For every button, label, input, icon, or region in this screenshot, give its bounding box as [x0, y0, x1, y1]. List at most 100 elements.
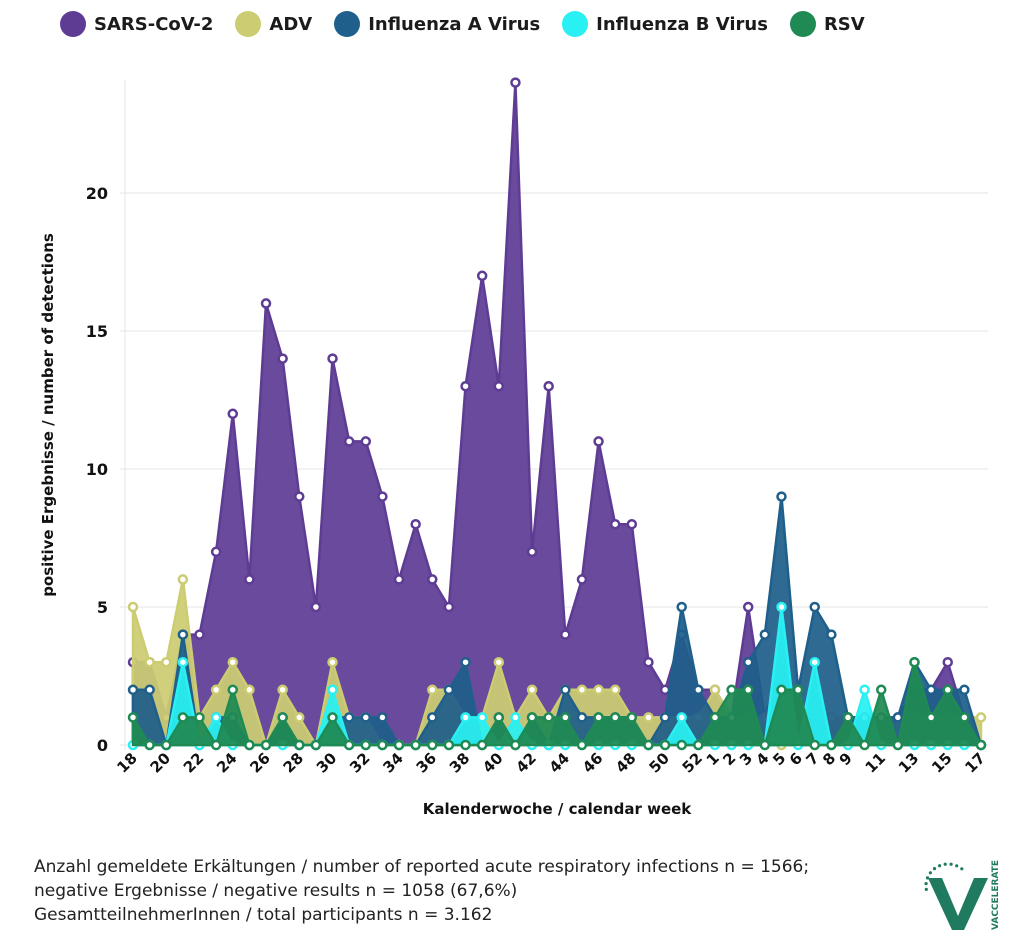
x-tick-label: 30	[313, 749, 340, 776]
data-point-sars-cov-2	[294, 491, 305, 502]
data-point-rsv	[427, 739, 438, 751]
data-point-rsv	[443, 739, 455, 751]
data-point-influenza-b-virus	[510, 712, 521, 723]
logo-star	[943, 862, 947, 866]
x-tick-label: 40	[479, 749, 506, 776]
data-point-rsv	[543, 712, 554, 723]
data-point-rsv	[826, 739, 837, 751]
legend-label-adv: ADV	[269, 13, 313, 35]
data-point-sars-cov-2	[510, 77, 521, 88]
legend-item-adv[interactable]: ADV	[235, 11, 312, 37]
x-tick-label: 52	[679, 749, 706, 776]
data-point-rsv	[460, 739, 471, 751]
data-point-rsv	[909, 656, 920, 668]
legend-item-rsv[interactable]: RSV	[789, 11, 865, 37]
legend-item-influenza-a-virus[interactable]: Influenza A Virus	[334, 11, 540, 37]
x-tick-label: 34	[379, 749, 406, 776]
footer-line-reported: Anzahl gemeldete Erkältungen / number of…	[34, 857, 810, 877]
data-point-rsv	[859, 739, 870, 751]
data-point-rsv	[975, 739, 987, 751]
x-axis-label: Kalenderwoche / calendar week	[422, 800, 692, 818]
legend-item-influenza-b-virus[interactable]: Influenza B Virus	[562, 11, 768, 37]
data-point-adv	[144, 656, 155, 668]
data-point-sars-cov-2	[560, 629, 571, 640]
chart-legend: SARS-CoV-2 ADV Influenza A Virus Influenza …	[60, 6, 865, 42]
logo-star	[924, 882, 928, 886]
data-point-rsv	[676, 739, 687, 751]
data-point-sars-cov-2	[643, 656, 654, 668]
vaccelerate-logo: VACCELERATE	[924, 860, 1001, 930]
legend-swatch-adv	[235, 11, 262, 37]
logo-star	[938, 864, 942, 868]
data-point-influenza-a-virus	[759, 629, 771, 640]
data-point-adv	[975, 712, 987, 723]
data-point-rsv	[693, 739, 704, 751]
data-point-influenza-b-virus	[809, 656, 820, 668]
data-point-sars-cov-2	[277, 353, 288, 364]
x-tick-label: 11	[862, 749, 889, 776]
data-point-influenza-b-virus	[776, 601, 787, 613]
x-tick-label: 46	[579, 749, 606, 776]
data-point-influenza-a-virus	[776, 491, 787, 502]
data-point-rsv	[892, 739, 904, 751]
logo-star	[955, 864, 959, 868]
data-point-rsv	[294, 739, 305, 751]
series-areas	[127, 77, 987, 751]
data-point-influenza-a-virus	[809, 601, 820, 613]
data-point-rsv	[343, 739, 355, 751]
logo-star	[928, 871, 932, 875]
x-tick-label: 5	[769, 749, 789, 769]
data-point-influenza-b-virus	[177, 656, 189, 668]
data-point-sars-cov-2	[227, 408, 239, 420]
data-point-rsv	[576, 739, 588, 751]
legend-label-influenza-b-virus: Influenza B Virus	[596, 13, 768, 35]
data-point-adv	[127, 601, 139, 613]
data-point-rsv	[759, 739, 771, 751]
data-point-rsv	[476, 739, 488, 751]
data-point-sars-cov-2	[593, 436, 604, 447]
logo-star	[949, 862, 953, 866]
data-point-adv	[526, 684, 538, 696]
data-point-rsv	[194, 712, 205, 723]
data-point-rsv	[510, 739, 521, 751]
data-point-sars-cov-2	[360, 436, 372, 447]
data-point-adv	[227, 656, 239, 668]
data-point-influenza-a-virus	[460, 656, 471, 668]
data-point-rsv	[310, 739, 322, 751]
data-point-rsv	[493, 712, 505, 723]
data-point-influenza-a-virus	[360, 712, 372, 723]
series-rsv	[127, 656, 987, 751]
data-point-rsv	[709, 712, 721, 723]
x-tick-label: 13	[895, 749, 922, 776]
data-point-adv	[709, 684, 721, 696]
legend-label-influenza-a-virus: Influenza A Virus	[368, 13, 541, 35]
data-point-sars-cov-2	[942, 656, 953, 668]
data-point-rsv	[626, 712, 638, 723]
data-point-rsv	[776, 684, 787, 696]
data-point-influenza-a-virus	[560, 684, 571, 696]
data-point-sars-cov-2	[410, 518, 421, 530]
data-point-adv	[277, 684, 288, 696]
data-point-rsv	[393, 739, 405, 751]
x-tick-label: 44	[546, 749, 573, 776]
legend-item-sars-cov-2[interactable]: SARS-CoV-2	[60, 11, 213, 37]
data-point-sars-cov-2	[609, 518, 621, 530]
data-point-adv	[593, 684, 604, 696]
data-point-influenza-a-virus	[742, 656, 754, 668]
data-point-rsv	[643, 739, 654, 751]
data-point-rsv	[127, 712, 139, 723]
data-point-adv	[327, 656, 338, 668]
data-point-sars-cov-2	[260, 298, 272, 309]
data-point-rsv	[659, 739, 671, 751]
logo-star	[925, 876, 930, 880]
y-axis-label: positive Ergebnisse / number of detectio…	[39, 233, 57, 597]
data-point-adv	[177, 574, 189, 585]
legend-label-rsv: RSV	[823, 13, 865, 35]
x-tick-label: 1	[703, 749, 723, 769]
data-point-influenza-a-virus	[892, 712, 904, 723]
logo-star	[960, 867, 964, 871]
data-point-influenza-a-virus	[343, 712, 355, 723]
y-tick-label: 0	[97, 736, 108, 755]
logo-star	[924, 887, 928, 891]
data-point-influenza-a-virus	[576, 712, 588, 723]
